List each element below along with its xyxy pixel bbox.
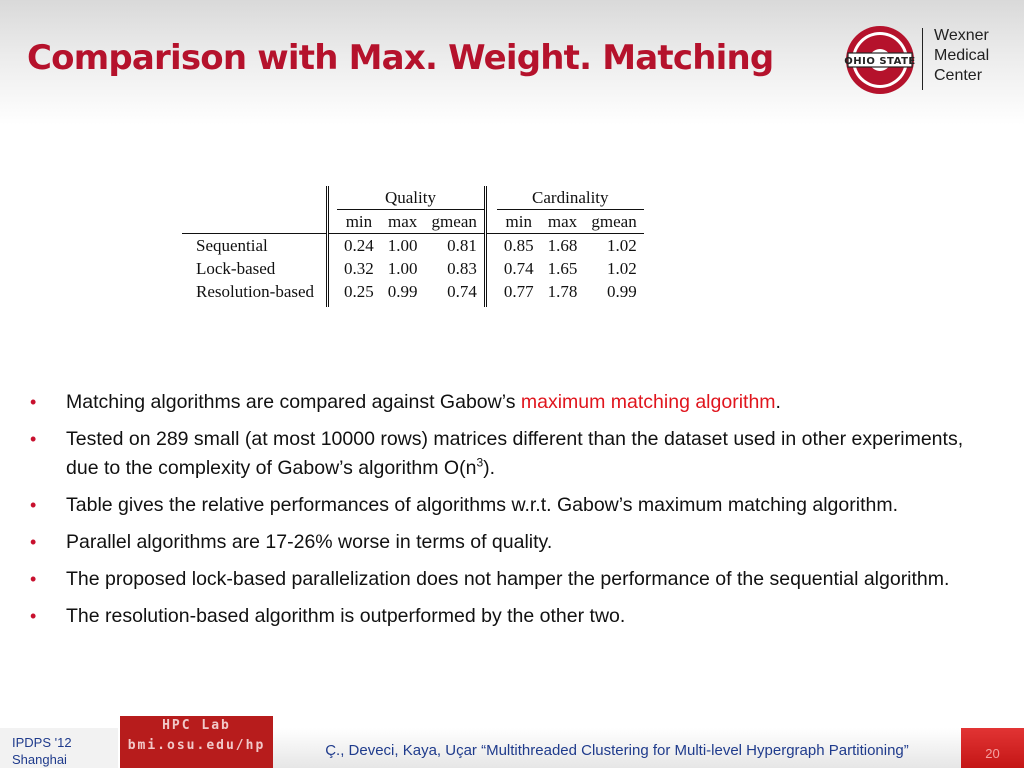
footer-citation: Ç., Deveci, Kaya, Uçar “Multithreaded Cl… (273, 728, 961, 768)
bullet-icon: • (30, 392, 37, 412)
table-separator (483, 209, 497, 234)
bullet-text: Table gives the relative performances of… (66, 494, 898, 516)
table-separator (483, 257, 497, 280)
page-number: 20 (961, 728, 1024, 768)
table-corner (182, 209, 328, 234)
table-row: Lock-based 0.32 1.00 0.83 0.74 1.65 1.02 (182, 257, 644, 280)
bullet-list: • Matching algorithms are compared again… (30, 388, 985, 639)
bullet-text: Tested on 289 small (at most 10000 rows)… (66, 428, 964, 479)
group-quality: Quality (337, 186, 486, 210)
wexner-logo: OHIO STATE Wexner Medical Center (844, 20, 1024, 95)
logo-emblem-text: OHIO STATE (844, 56, 915, 67)
results-table: Quality Cardinality min max gmean min ma… (182, 186, 644, 307)
bullet-item: • Parallel algorithms are 17-26% worse i… (30, 528, 985, 557)
bullet-item: • The proposed lock-based parallelizatio… (30, 565, 985, 594)
col-cardinality-gmean: gmean (584, 209, 644, 234)
table-separator (483, 186, 497, 210)
cell-cardinality-max: 1.78 (547, 282, 578, 301)
cell-quality-max: 0.99 (387, 282, 418, 301)
logo-line-3: Center (934, 67, 983, 84)
slide-footer: IPDPS '12 Shanghai HPC Lab bmi.osu.edu/h… (0, 716, 1024, 768)
cell-cardinality-min: 0.85 (503, 236, 534, 255)
cell-quality-min: 0.32 (344, 259, 374, 278)
cell-quality-gmean: 0.83 (447, 259, 477, 278)
col-quality-gmean: gmean (424, 209, 486, 234)
bullet-text: The resolution-based algorithm is outper… (66, 605, 626, 627)
bullet-text-end: . (775, 391, 781, 413)
col-cardinality-min: min (496, 209, 541, 234)
cell-cardinality-min: 0.74 (503, 259, 534, 278)
cell-quality-max: 1.00 (387, 259, 418, 278)
cell-cardinality-max: 1.68 (547, 236, 578, 255)
cell-quality-min: 0.25 (344, 282, 374, 301)
logo-line-1: Wexner (934, 27, 989, 44)
cell-cardinality-gmean: 1.02 (606, 259, 637, 278)
slide-header: Comparison with Max. Weight. Matching OH… (0, 0, 1024, 125)
bullet-item: • Table gives the relative performances … (30, 491, 985, 520)
row-label: Lock-based (196, 259, 276, 278)
group-cardinality: Cardinality (496, 186, 644, 210)
footer-lab-badge: HPC Lab bmi.osu.edu/hp (120, 716, 273, 768)
bullet-icon: • (30, 495, 37, 515)
col-cardinality-max: max (540, 209, 585, 234)
cell-cardinality-gmean: 0.99 (606, 282, 637, 301)
cell-cardinality-min: 0.77 (503, 282, 534, 301)
row-label: Resolution-based (196, 282, 315, 301)
table-group-header-row: Quality Cardinality (182, 186, 644, 210)
logo-wordmark: Wexner Medical Center (934, 26, 1024, 86)
slide-title: Comparison with Max. Weight. Matching (27, 38, 774, 78)
bullet-icon: • (30, 429, 37, 449)
bullet-icon: • (30, 569, 37, 589)
bullet-text: Parallel algorithms are 17-26% worse in … (66, 531, 553, 553)
cell-quality-gmean: 0.81 (447, 236, 477, 255)
bullet-item: • Tested on 289 small (at most 10000 row… (30, 425, 985, 483)
table-separator (326, 186, 338, 210)
footer-conference-city: Shanghai (12, 752, 67, 767)
table-separator (483, 280, 497, 307)
cell-quality-max: 1.00 (387, 236, 418, 255)
table-separator (326, 209, 338, 234)
footer-lab-name: HPC Lab (162, 718, 231, 733)
bullet-text-end: ). (483, 457, 496, 479)
bullet-highlight: maximum matching algorithm (520, 391, 776, 413)
cell-cardinality-max: 1.65 (547, 259, 578, 278)
table-separator (326, 233, 338, 257)
bullet-icon: • (30, 532, 37, 552)
bullet-item: • Matching algorithms are compared again… (30, 388, 985, 417)
bullet-icon: • (30, 606, 37, 626)
bullet-item: • The resolution-based algorithm is outp… (30, 602, 985, 631)
ohio-state-block-o-icon: OHIO STATE (844, 26, 915, 94)
logo-line-2: Medical (934, 47, 990, 64)
footer-conference-name: IPDPS '12 (12, 735, 72, 750)
cell-quality-gmean: 0.74 (447, 282, 477, 301)
bullet-superscript: 3 (476, 455, 484, 470)
cell-cardinality-gmean: 1.02 (606, 236, 637, 255)
table-row: Resolution-based 0.25 0.99 0.74 0.77 1.7… (182, 280, 644, 307)
col-quality-max: max (380, 209, 425, 234)
col-quality-min: min (337, 209, 381, 234)
logo-divider (922, 28, 923, 90)
table-separator (326, 280, 338, 307)
cell-quality-min: 0.24 (344, 236, 374, 255)
table-separator (326, 257, 338, 280)
table-column-header-row: min max gmean min max gmean (182, 209, 644, 234)
table-row: Sequential 0.24 1.00 0.81 0.85 1.68 1.02 (182, 233, 644, 257)
bullet-text: The proposed lock-based parallelization … (66, 568, 950, 590)
footer-lab-url: bmi.osu.edu/hp (127, 738, 266, 753)
bullet-text: Matching algorithms are compared against… (66, 391, 521, 413)
row-label: Sequential (196, 236, 268, 255)
table-corner (182, 186, 328, 210)
table-separator (483, 233, 497, 257)
footer-conference: IPDPS '12 Shanghai (0, 728, 118, 768)
